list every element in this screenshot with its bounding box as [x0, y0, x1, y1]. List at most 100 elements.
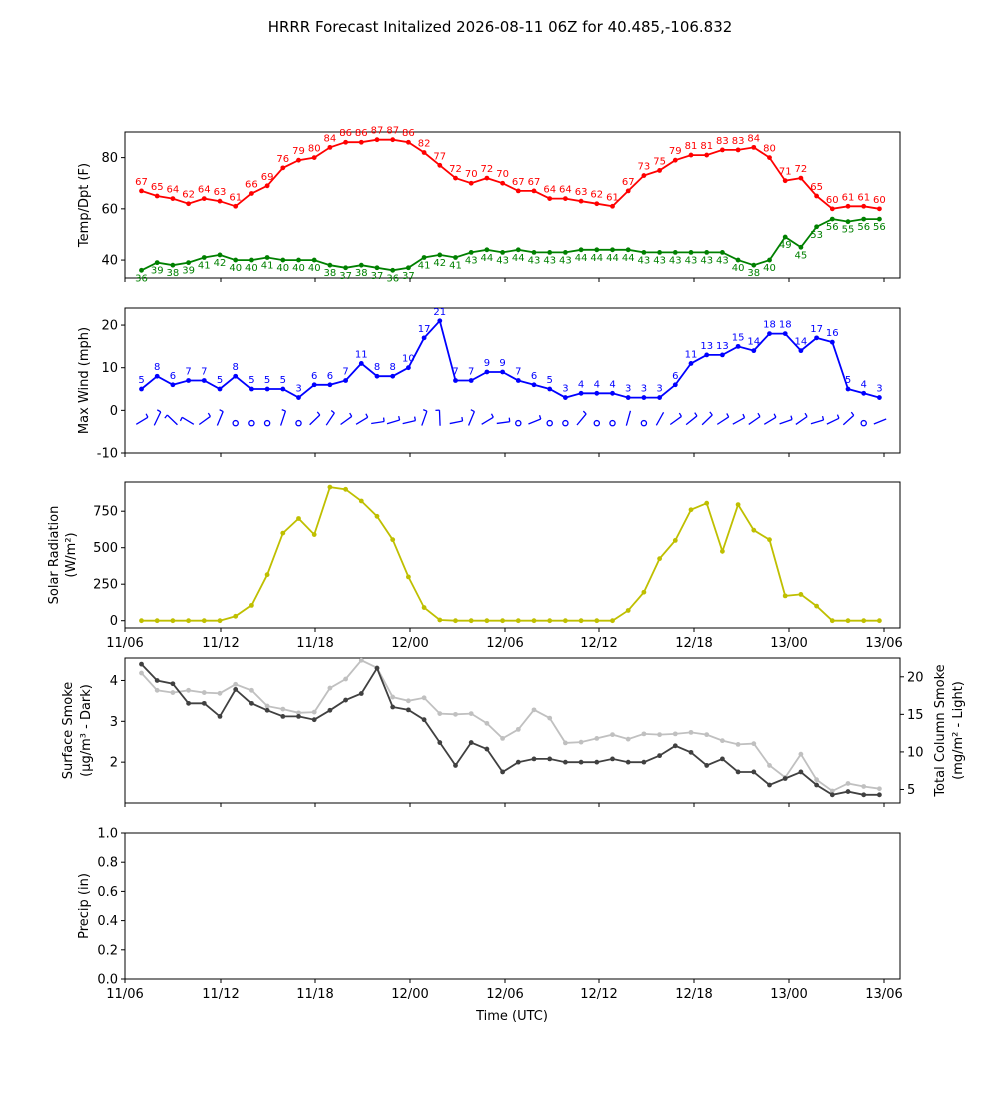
data-point: [767, 763, 772, 768]
data-point: [877, 786, 882, 792]
data-point: [500, 735, 505, 741]
data-label: 15: [732, 332, 745, 343]
data-point: [390, 137, 396, 143]
data-point: [845, 618, 851, 624]
data-label: 83: [732, 136, 745, 147]
data-label: 37: [339, 271, 352, 282]
data-point: [657, 753, 662, 759]
panel-5: 0.0 0.2 0.4 0.6 0.8 1.0 11/06 11/12 11/18 12/00 12…: [77, 827, 903, 1003]
data-point: [264, 707, 270, 713]
data-label: 65: [151, 182, 164, 193]
data-point: [343, 139, 348, 145]
data-point: [374, 665, 380, 671]
data-label: 43: [638, 255, 651, 266]
x-tick-label: 13/00: [770, 636, 807, 651]
data-point: [249, 602, 254, 608]
wind-barb-calm: [860, 419, 867, 427]
data-point: [421, 255, 427, 260]
data-label: 6: [327, 371, 333, 382]
data-label: 6: [672, 371, 678, 382]
data-label: 63: [214, 187, 227, 198]
data-point: [751, 741, 757, 747]
data-label: 38: [324, 268, 337, 279]
data-point: [578, 247, 584, 253]
data-point: [358, 361, 364, 366]
data-point: [641, 731, 647, 737]
data-point: [311, 709, 317, 715]
y2-axis-label: Total Column Smoke: [933, 664, 948, 797]
data-point: [468, 618, 474, 624]
data-point: [547, 196, 553, 201]
data-point: [735, 147, 741, 153]
data-point: [374, 513, 380, 519]
wind-barb-flag: [804, 412, 808, 417]
data-point: [751, 144, 757, 150]
data-label: 5: [845, 375, 851, 386]
data-label: 4: [609, 379, 615, 390]
wind-barb: [842, 414, 855, 426]
wind-barb-calm: [546, 419, 553, 427]
data-point: [547, 386, 553, 392]
data-point: [406, 698, 411, 704]
data-point: [515, 378, 521, 383]
wind-barb-flag: [850, 411, 855, 416]
data-point: [672, 157, 678, 163]
y-tick-label: 4: [110, 674, 118, 689]
data-label: 72: [449, 164, 462, 175]
data-point: [877, 792, 882, 798]
wind-barb-flag: [490, 413, 494, 418]
y-tick-label: 0.6: [97, 885, 118, 900]
data-point: [704, 500, 710, 506]
data-point: [798, 348, 804, 354]
data-label: 5: [264, 375, 270, 386]
y2-tick-label: 15: [907, 708, 924, 723]
data-point: [829, 206, 835, 212]
wind-barb: [135, 416, 149, 425]
data-label: 40: [763, 263, 776, 274]
data-point: [829, 216, 835, 222]
data-label: 42: [214, 258, 227, 269]
data-point: [201, 378, 207, 383]
data-point: [798, 751, 804, 757]
wind-barb-calm: [295, 419, 302, 427]
data-point: [296, 395, 301, 400]
x-tick-label: 11/18: [296, 987, 333, 1002]
data-point: [751, 527, 757, 533]
data-label: 13: [700, 341, 713, 352]
data-point: [531, 382, 537, 388]
data-point: [610, 247, 615, 253]
data-point: [280, 386, 286, 392]
data-point: [531, 618, 537, 624]
data-point: [233, 681, 239, 687]
data-point: [625, 395, 631, 400]
data-label: 43: [700, 255, 713, 266]
wind-barb-calm: [515, 419, 522, 427]
data-point: [358, 262, 364, 268]
data-label: 40: [308, 263, 321, 274]
data-label: 80: [308, 144, 321, 155]
data-point: [563, 196, 568, 201]
y-tick-label: -10: [97, 447, 118, 462]
data-point: [814, 224, 819, 230]
data-point: [390, 537, 396, 543]
data-point: [877, 206, 882, 212]
wind-barb-flag: [164, 414, 168, 419]
data-label: 43: [716, 255, 729, 266]
data-label: 61: [229, 192, 242, 203]
data-point: [845, 219, 851, 225]
y-axis-label: Precip (in): [77, 873, 92, 939]
data-point: [829, 618, 835, 624]
data-point: [280, 165, 286, 171]
data-point: [186, 201, 192, 207]
data-point: [578, 759, 584, 765]
wind-barb-flag: [694, 412, 698, 417]
wind-barb-flag: [281, 408, 286, 412]
data-point: [720, 738, 725, 744]
data-point: [453, 618, 458, 624]
data-point: [610, 618, 615, 624]
data-point: [264, 255, 270, 260]
wind-barb-calm: [640, 419, 648, 427]
data-point: [154, 373, 160, 379]
